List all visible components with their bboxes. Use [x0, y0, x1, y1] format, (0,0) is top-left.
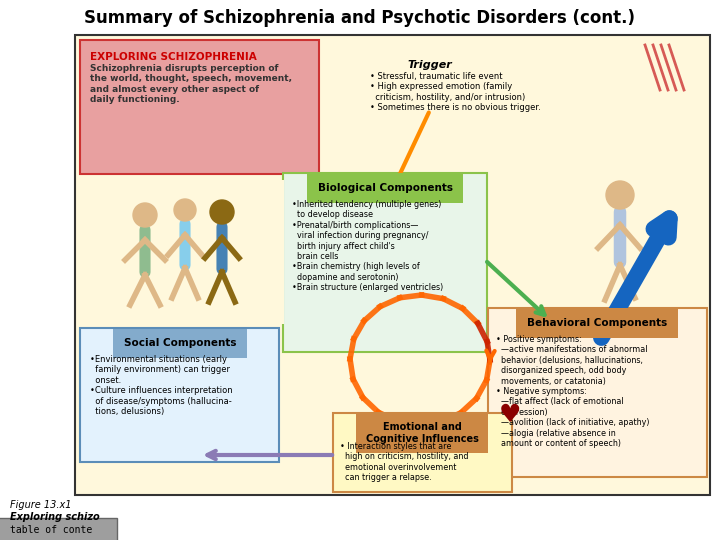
Circle shape: [210, 200, 234, 224]
Circle shape: [606, 181, 634, 209]
FancyBboxPatch shape: [333, 413, 512, 492]
FancyBboxPatch shape: [0, 518, 117, 540]
FancyBboxPatch shape: [80, 328, 279, 462]
Text: Biological Components: Biological Components: [318, 183, 452, 193]
Text: Schizophrenia disrupts perception of
the world, thought, speech, movement,
and a: Schizophrenia disrupts perception of the…: [90, 64, 292, 104]
Text: • Interaction styles that are
  high on criticism, hostility, and
  emotional ov: • Interaction styles that are high on cr…: [340, 442, 469, 482]
Circle shape: [174, 199, 196, 221]
Text: • Stressful, traumatic life event
• High expressed emotion (family
  criticism, : • Stressful, traumatic life event • High…: [370, 72, 541, 112]
Text: EXPLORING SCHIZOPHRENIA: EXPLORING SCHIZOPHRENIA: [90, 52, 257, 62]
Text: Exploring schizo: Exploring schizo: [10, 512, 100, 522]
Circle shape: [133, 203, 157, 227]
FancyBboxPatch shape: [488, 308, 707, 477]
Text: Behavioral Components: Behavioral Components: [527, 318, 667, 328]
Text: Trigger: Trigger: [408, 60, 452, 70]
Text: Summary of Schizophrenia and Psychotic Disorders (cont.): Summary of Schizophrenia and Psychotic D…: [84, 9, 636, 27]
FancyBboxPatch shape: [283, 173, 487, 352]
Text: Emotional and
Cognitive Influences: Emotional and Cognitive Influences: [366, 422, 478, 443]
FancyBboxPatch shape: [80, 40, 319, 174]
Text: Figure 13.x1: Figure 13.x1: [10, 500, 71, 510]
Text: Social Components: Social Components: [124, 338, 236, 348]
FancyBboxPatch shape: [80, 180, 284, 324]
Text: •Environmental situations (early
  family environment) can trigger
  onset.
•Cul: •Environmental situations (early family …: [90, 355, 233, 416]
Text: ♥: ♥: [499, 403, 521, 427]
Text: • Positive symptoms:
  —active manifestations of abnormal
  behavior (delusions,: • Positive symptoms: —active manifestati…: [496, 335, 649, 448]
Text: •Inherited tendency (multiple genes)
  to develop disease
•Prenatal/birth compli: •Inherited tendency (multiple genes) to …: [292, 200, 444, 292]
Text: table of conte: table of conte: [10, 525, 92, 535]
FancyBboxPatch shape: [75, 35, 710, 495]
